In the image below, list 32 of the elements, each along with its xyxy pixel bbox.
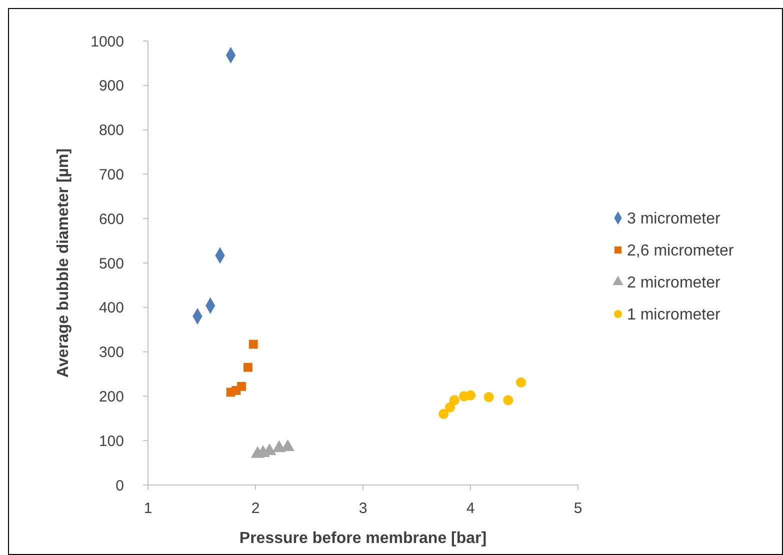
legend-label: 1 micrometer [627,306,722,324]
y-tick-label: 1000 [90,33,124,50]
x-tick-label: 5 [574,500,582,517]
point [237,382,246,391]
point [438,408,449,419]
x-tick-label: 1 [144,500,152,517]
y-tick-label: 500 [98,255,124,272]
x-axis-title: Pressure before membrane [bar] [239,530,487,547]
y-tick-label: 400 [98,300,124,317]
x-tick-label: 3 [358,500,368,517]
x-tick-label: 2 [251,500,260,517]
point [244,362,252,372]
y-tick-label: 100 [98,432,124,450]
point [484,392,494,402]
y-tick-label: 300 [98,344,124,362]
y-axis-title: Average bubble diameter [µm] [55,148,72,378]
y-tick-label: 600 [98,210,124,228]
y-tick-label: 700 [98,166,124,184]
point [516,377,526,388]
y-tick-label: 800 [98,122,124,140]
legend-label: 2,6 micrometer [627,242,734,260]
legend-label: 3 micrometer [627,210,722,228]
point [503,395,514,406]
y-tick-label: 0 [116,477,124,494]
x-tick-label: 4 [466,500,475,517]
y-tick-label: 900 [98,78,124,95]
legend-label: 2 micrometer [627,274,722,292]
point [465,390,476,400]
point [449,395,460,406]
point [248,340,258,349]
point [445,402,456,412]
y-tick-label: 200 [98,388,124,406]
